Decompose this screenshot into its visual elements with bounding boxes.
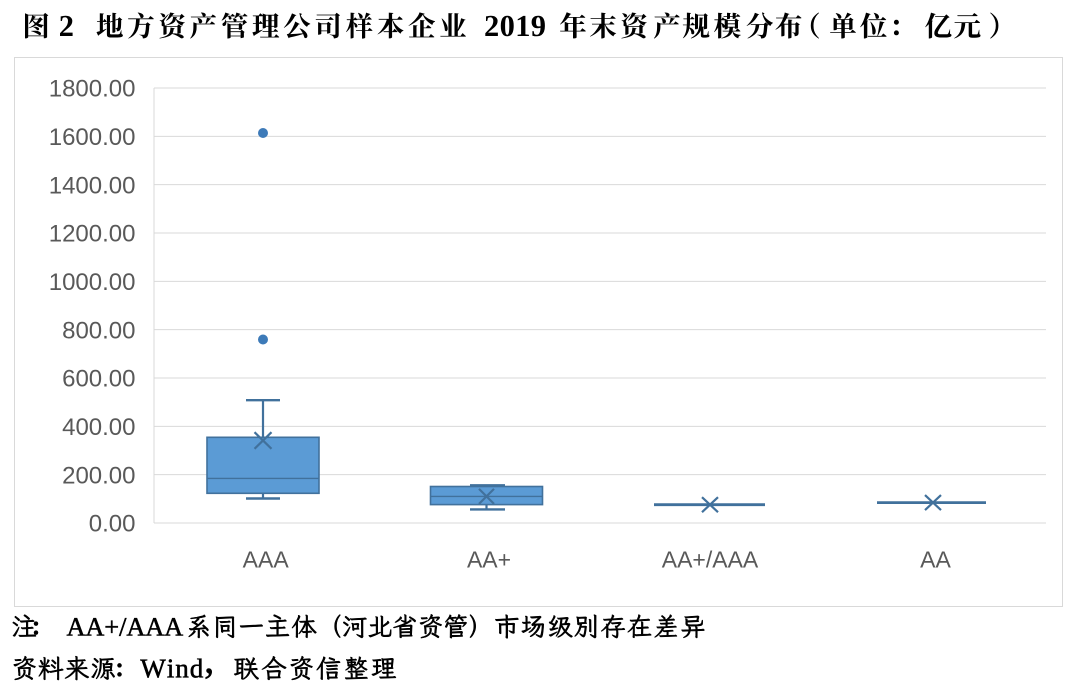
svg-text:AA+/AAA: AA+/AAA: [662, 546, 759, 572]
svg-text:200.00: 200.00: [62, 462, 135, 489]
svg-text:1800.00: 1800.00: [49, 76, 136, 103]
svg-text:400.00: 400.00: [62, 414, 135, 441]
svg-text:AAA: AAA: [243, 546, 290, 572]
svg-text:1200.00: 1200.00: [49, 221, 136, 248]
svg-text:AA+: AA+: [467, 546, 511, 572]
svg-text:0.00: 0.00: [89, 511, 136, 538]
svg-text:600.00: 600.00: [62, 366, 135, 393]
svg-text:1000.00: 1000.00: [49, 269, 136, 296]
svg-text:800.00: 800.00: [62, 317, 135, 344]
svg-text:1400.00: 1400.00: [49, 172, 136, 199]
svg-text:AA: AA: [920, 546, 951, 572]
svg-text:1600.00: 1600.00: [49, 124, 136, 151]
